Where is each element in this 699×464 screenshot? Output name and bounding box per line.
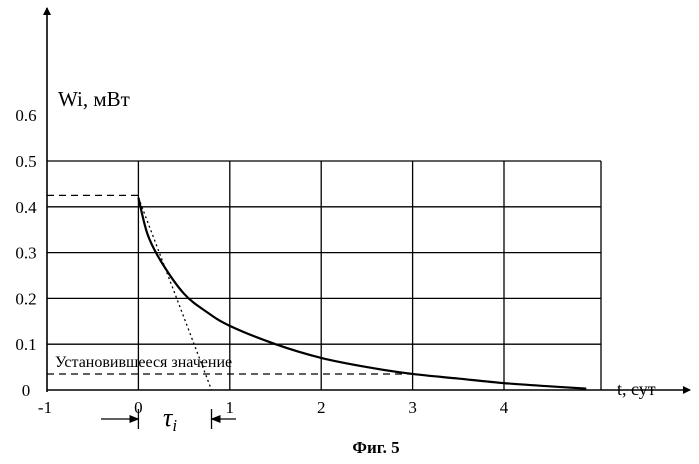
- tau-label: τi: [163, 403, 177, 435]
- figure-caption: Фиг. 5: [352, 438, 399, 457]
- y-tick-label: 0.3: [15, 244, 36, 263]
- y-axis-title: Wi, мВт: [58, 87, 130, 111]
- x-tick-label: 2: [317, 398, 326, 417]
- steady-state-annotation: Установившееся значение: [55, 354, 232, 371]
- y-tick-label: 0.1: [15, 335, 36, 354]
- x-tick-label: 4: [500, 398, 509, 417]
- x-tick-label: 1: [226, 398, 235, 417]
- x-tick-label: -1: [38, 398, 52, 417]
- axes: [47, 8, 690, 392]
- x-tick-label: 3: [408, 398, 417, 417]
- x-axis-title: t, сут: [617, 379, 656, 399]
- y-tick-label: 0.4: [15, 198, 37, 217]
- y-tick-label: 0: [22, 381, 31, 400]
- y-tick-label: 0.5: [15, 152, 36, 171]
- y-tick-label: 0.6: [15, 106, 36, 125]
- y-tick-label: 0.2: [15, 289, 36, 308]
